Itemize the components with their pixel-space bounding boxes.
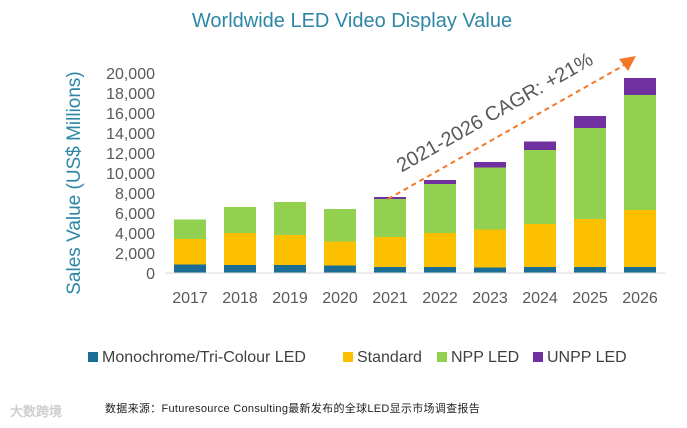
bar-monochrome-tri-colour-led-2026 <box>624 267 656 273</box>
source-note: 数据来源：Futuresource Consulting最新发布的全球LED显示… <box>105 401 480 415</box>
bar-monochrome-tri-colour-led-2025 <box>574 267 606 273</box>
trend-arrow-head <box>619 56 636 71</box>
legend-label: Monochrome/Tri-Colour LED <box>102 349 306 366</box>
bar-monochrome-tri-colour-led-2023 <box>474 267 506 273</box>
bar-unpp-led-2025 <box>574 116 606 128</box>
trend-arrow-line <box>387 62 629 200</box>
bar-unpp-led-2023 <box>474 162 506 168</box>
bar-npp-led-2024 <box>524 150 556 224</box>
x-tick-label: 2018 <box>222 290 258 307</box>
x-tick-label: 2023 <box>472 290 508 307</box>
x-tick-label: 2026 <box>622 290 658 307</box>
y-tick-label: 4,000 <box>115 226 155 243</box>
y-tick-label: 10,000 <box>106 166 155 183</box>
y-tick-label: 8,000 <box>115 186 155 203</box>
bar-monochrome-tri-colour-led-2018 <box>224 265 256 273</box>
bar-monochrome-tri-colour-led-2021 <box>374 267 406 273</box>
bar-unpp-led-2022 <box>424 180 456 184</box>
bar-standard-2021 <box>374 237 406 267</box>
bar-npp-led-2019 <box>274 202 306 235</box>
bar-npp-led-2021 <box>374 199 406 237</box>
bar-standard-2017 <box>174 239 206 265</box>
cagr-annotation: 2021-2026 CAGR: +21% <box>393 48 597 176</box>
x-tick-label: 2025 <box>572 290 608 307</box>
legend-swatch <box>533 352 543 362</box>
watermark: 大数跨境 <box>10 404 62 419</box>
x-tick-label: 2021 <box>372 290 408 307</box>
y-tick-label: 12,000 <box>106 146 155 163</box>
bar-monochrome-tri-colour-led-2017 <box>174 264 206 273</box>
y-tick-label: 20,000 <box>106 66 155 83</box>
bar-standard-2022 <box>424 233 456 267</box>
bar-standard-2024 <box>524 224 556 267</box>
bar-npp-led-2023 <box>474 167 506 230</box>
bar-npp-led-2026 <box>624 95 656 210</box>
bar-standard-2025 <box>574 219 606 267</box>
bar-monochrome-tri-colour-led-2022 <box>424 267 456 273</box>
bar-standard-2019 <box>274 235 306 265</box>
bar-npp-led-2018 <box>224 207 256 233</box>
x-tick-label: 2022 <box>422 290 458 307</box>
bar-standard-2020 <box>324 241 356 266</box>
bar-monochrome-tri-colour-led-2019 <box>274 265 306 273</box>
y-tick-label: 6,000 <box>115 206 155 223</box>
y-tick-label: 16,000 <box>106 106 155 123</box>
bar-standard-2026 <box>624 210 656 267</box>
bar-standard-2023 <box>474 229 506 268</box>
chart-title: Worldwide LED Video Display Value <box>192 10 512 32</box>
y-tick-label: 18,000 <box>106 86 155 103</box>
bar-monochrome-tri-colour-led-2024 <box>524 267 556 273</box>
bar-standard-2018 <box>224 233 256 265</box>
x-tick-label: 2019 <box>272 290 308 307</box>
y-axis-label: Sales Value (US$ Millions) <box>64 71 85 295</box>
y-tick-label: 2,000 <box>115 246 155 263</box>
legend-swatch <box>437 352 447 362</box>
bar-unpp-led-2026 <box>624 78 656 95</box>
bar-npp-led-2017 <box>174 219 206 239</box>
x-tick-label: 2024 <box>522 290 558 307</box>
legend-label: Standard <box>357 349 422 366</box>
y-tick-label: 0 <box>146 266 155 283</box>
bar-unpp-led-2024 <box>524 141 556 150</box>
x-tick-label: 2020 <box>322 290 358 307</box>
legend-swatch <box>88 352 98 362</box>
legend-label: NPP LED <box>451 349 519 366</box>
bar-monochrome-tri-colour-led-2020 <box>324 265 356 273</box>
y-tick-label: 14,000 <box>106 126 155 143</box>
legend-label: UNPP LED <box>547 349 627 366</box>
x-tick-label: 2017 <box>172 290 208 307</box>
bar-npp-led-2020 <box>324 209 356 242</box>
bar-npp-led-2025 <box>574 128 606 219</box>
bar-npp-led-2022 <box>424 184 456 233</box>
legend-swatch <box>343 352 353 362</box>
